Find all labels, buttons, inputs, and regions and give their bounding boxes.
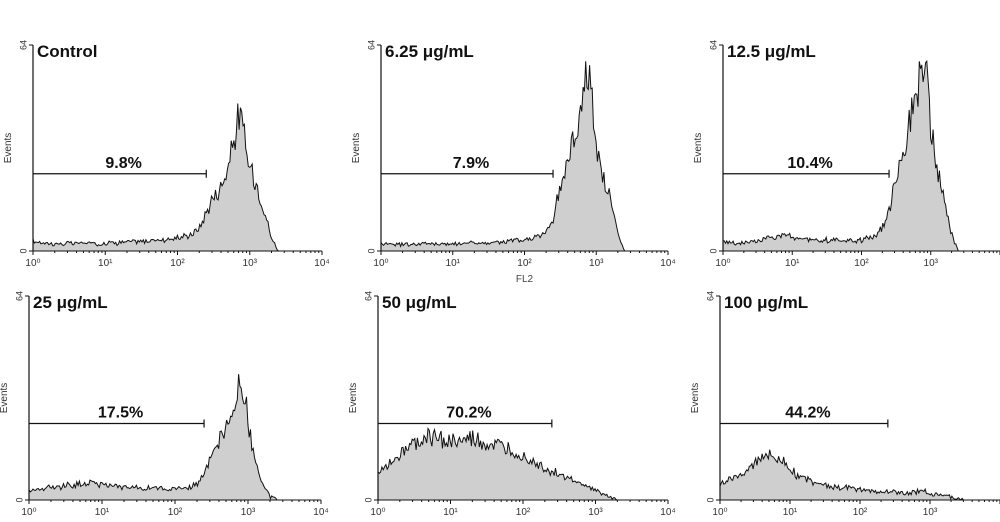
y-tick-label: 0 — [366, 248, 376, 253]
y-tick-label: 0 — [18, 248, 28, 253]
x-tick-label: 10² — [170, 258, 185, 269]
y-axis-label: Events — [348, 383, 359, 414]
y-tick-label: 0 — [705, 497, 715, 502]
panel-title: Control — [37, 42, 97, 61]
x-tick-label: 10³ — [924, 258, 939, 269]
x-tick-label: 10⁴ — [313, 507, 328, 518]
x-tick-label: 10¹ — [783, 507, 798, 518]
y-tick-label: 0 — [708, 248, 718, 253]
gate-percentage-label: 44.2% — [785, 405, 830, 422]
x-tick-label: 10³ — [589, 258, 604, 269]
x-tick-label: 10¹ — [446, 258, 461, 269]
histogram-panel: 0 64 Events 10⁰ 10¹ 10² 10³ 44.2% 100 μg/mL — [690, 291, 1000, 518]
x-tick-label: 10⁰ — [712, 507, 727, 518]
panel-title: 6.25 μg/mL — [385, 42, 474, 61]
gate-percentage-label: 10.4% — [787, 155, 832, 172]
gate-percentage-label: 17.5% — [98, 405, 143, 422]
y-axis-label: Events — [693, 133, 704, 164]
x-tick-label: 10¹ — [95, 507, 110, 518]
panel-title: 12.5 μg/mL — [727, 42, 816, 61]
x-tick-label: 10² — [168, 507, 183, 518]
x-tick-label: 10² — [516, 507, 531, 518]
x-tick-label: 10⁴ — [660, 258, 675, 269]
x-tick-label: 10⁴ — [660, 507, 675, 518]
x-tick-label: 10¹ — [98, 258, 113, 269]
x-tick-label: 10¹ — [443, 507, 458, 518]
gate-percentage-label: 70.2% — [446, 405, 491, 422]
x-tick-label: 10³ — [923, 507, 938, 518]
histogram-area — [722, 59, 960, 252]
histogram-panel: 0 64 Events 10⁰ 10¹ 10² 10³ 10⁴ 70.2% 50 μg/mL — [348, 291, 676, 518]
x-tick-label: 10³ — [243, 258, 258, 269]
y-tick-label: 64 — [705, 291, 715, 301]
x-tick-label: 10⁰ — [25, 258, 40, 269]
y-tick-label: 64 — [18, 40, 28, 50]
x-tick-label: 10⁰ — [715, 258, 730, 269]
x-tick-label: 10⁰ — [370, 507, 385, 518]
gate-percentage-label: 9.8% — [105, 155, 141, 172]
histogram-panel: 0 64 Events 10⁰ 10¹ 10² 10³ 10⁴ 9.8% Control — [3, 40, 330, 269]
y-tick-label: 64 — [14, 291, 24, 301]
x-tick-label: 10¹ — [785, 258, 800, 269]
x-tick-label: 10⁰ — [373, 258, 388, 269]
y-tick-label: 0 — [363, 497, 373, 502]
x-tick-label: 10² — [517, 258, 532, 269]
panel-title: 25 μg/mL — [33, 293, 108, 312]
histogram-panel: 0 64 Events 10⁰ 10¹ 10² 10³ 10⁴ FL2 7.9% 6.25 μg/m… — [351, 40, 676, 285]
y-tick-label: 64 — [708, 40, 718, 50]
x-tick-label: 10⁰ — [21, 507, 36, 518]
histogram-area — [719, 449, 965, 501]
panel-title: 100 μg/mL — [724, 293, 808, 312]
y-axis-label: Events — [3, 133, 14, 164]
histogram-area — [28, 374, 278, 501]
x-tick-label: 10³ — [588, 507, 603, 518]
y-axis-label: Events — [0, 383, 10, 414]
x-tick-label: 10³ — [241, 507, 256, 518]
y-axis-label: Events — [351, 133, 362, 164]
y-tick-label: 0 — [14, 497, 24, 502]
x-axis-label: FL2 — [516, 274, 534, 285]
panel-title: 50 μg/mL — [382, 293, 457, 312]
histogram-panel: 0 64 Events 10⁰ 10¹ 10² 10³ 10.4% 12.5 μg/mL — [693, 40, 1000, 269]
y-axis-label: Events — [690, 383, 701, 414]
x-tick-label: 10⁴ — [314, 258, 329, 269]
histogram-area — [377, 427, 618, 501]
histogram-panel: 0 64 Events 10⁰ 10¹ 10² 10³ 10⁴ 17.5% 25 μg/mL — [0, 291, 329, 518]
histogram-area — [32, 103, 280, 252]
y-tick-label: 64 — [363, 291, 373, 301]
gate-percentage-label: 7.9% — [453, 155, 489, 172]
histogram-area — [380, 61, 626, 252]
x-tick-label: 10² — [854, 258, 869, 269]
y-tick-label: 64 — [366, 40, 376, 50]
x-tick-label: 10² — [853, 507, 868, 518]
